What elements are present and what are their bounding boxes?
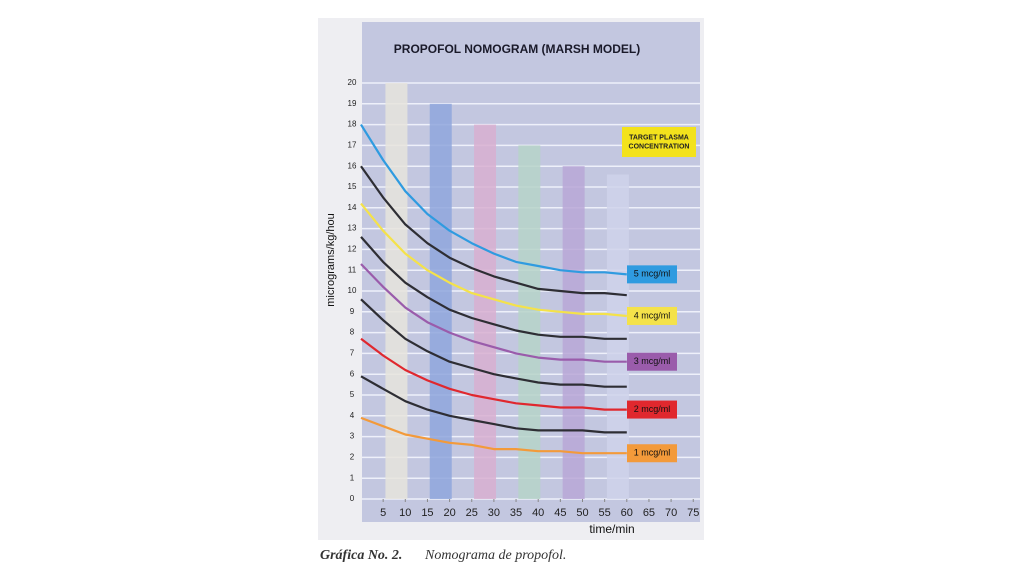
caption-text: Nomograma de propofol. [424,548,566,563]
series-line [360,375,627,434]
y-tick-label: 6 [350,369,355,378]
x-tick-label: 70 [665,507,677,519]
series-line [360,165,627,297]
x-tick-label: 65 [643,507,655,519]
column [474,124,497,499]
legend-label: 1 mcg/ml [634,448,671,458]
y-tick-label: 2 [350,453,355,462]
legend-box [627,352,677,371]
y-tick-label: 5 [350,390,355,399]
x-tick-label: 10 [399,507,411,519]
series-line [360,202,627,318]
annotation-box [622,127,696,157]
y-tick-label: 0 [350,494,355,503]
column [562,166,585,499]
x-tick-label: 15 [421,507,433,519]
x-tick-label: 5 [380,507,386,519]
legend-label: 4 mcg/ml [634,310,671,320]
x-axis-label: time/min [589,522,634,536]
x-tick-label: 60 [621,507,633,519]
x-tick-label: 40 [532,507,544,519]
y-tick-label: 1 [350,473,355,482]
series-line [360,236,627,340]
x-tick-label: 55 [599,507,611,519]
column [606,174,629,499]
y-tick-label: 16 [348,161,357,170]
legend-box [627,306,677,325]
legend-label: 5 mcg/ml [634,269,671,279]
series-line [360,337,627,411]
legend-box [627,265,677,284]
y-tick-label: 7 [350,349,355,358]
legend-box [627,444,677,463]
x-tick-label: 30 [488,507,500,519]
column [429,103,452,500]
y-tick-label: 13 [348,224,357,233]
x-tick-label: 20 [443,507,455,519]
y-tick-label: 4 [350,411,355,420]
y-tick-label: 15 [348,182,357,191]
legend-label: 3 mcg/ml [634,356,671,366]
series-line [360,124,627,276]
legend-label: 2 mcg/ml [634,404,671,414]
column [518,145,541,499]
caption-label: Gráfica No. 2. [320,548,402,563]
y-tick-label: 17 [348,141,357,150]
series-line [360,298,627,388]
y-tick-label: 9 [350,307,355,316]
series-line [360,416,627,455]
y-tick-label: 8 [350,328,355,337]
y-tick-label: 10 [348,286,357,295]
chart-title: PROPOFOL NOMOGRAM (MARSH MODEL) [394,42,640,56]
y-tick-label: 18 [348,120,357,129]
x-tick-label: 50 [576,507,588,519]
x-tick-label: 25 [466,507,478,519]
x-tick-label: 75 [687,507,699,519]
y-tick-label: 11 [348,265,357,274]
x-tick-label: 35 [510,507,522,519]
y-tick-label: 19 [348,99,357,108]
y-tick-label: 20 [348,78,357,87]
x-tick-label: 45 [554,507,566,519]
y-axis-label: micrograms/kg/hou [325,213,337,307]
y-tick-label: 14 [348,203,357,212]
legend-box [627,400,677,419]
series-line [360,263,627,363]
y-tick-label: 12 [348,245,357,254]
y-tick-label: 3 [350,432,355,441]
annotation: TARGET PLASMA CONCENTRATION [629,134,690,150]
